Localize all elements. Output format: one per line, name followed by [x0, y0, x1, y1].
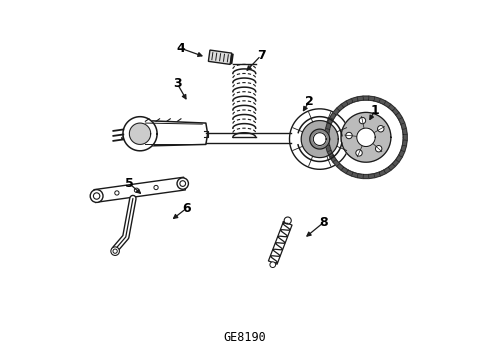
Polygon shape	[333, 160, 340, 166]
Polygon shape	[403, 134, 407, 140]
Text: 5: 5	[125, 177, 134, 190]
Polygon shape	[329, 100, 403, 175]
Polygon shape	[396, 113, 402, 120]
Polygon shape	[396, 155, 402, 162]
Polygon shape	[337, 164, 343, 170]
Polygon shape	[399, 117, 405, 124]
Text: GE8190: GE8190	[223, 331, 267, 344]
Text: 3: 3	[173, 77, 182, 90]
Text: 4: 4	[176, 42, 185, 55]
Text: 1: 1	[370, 104, 379, 117]
Polygon shape	[401, 145, 406, 152]
Polygon shape	[330, 113, 336, 120]
Polygon shape	[402, 140, 407, 146]
Polygon shape	[341, 133, 350, 143]
Polygon shape	[346, 170, 353, 176]
Circle shape	[270, 262, 275, 267]
Polygon shape	[351, 97, 358, 102]
Polygon shape	[269, 222, 292, 264]
Polygon shape	[363, 96, 369, 100]
Polygon shape	[401, 123, 406, 129]
Circle shape	[356, 150, 362, 156]
Circle shape	[375, 145, 382, 152]
Polygon shape	[290, 109, 350, 169]
Polygon shape	[313, 133, 326, 145]
Text: 2: 2	[305, 95, 314, 108]
Circle shape	[90, 190, 103, 202]
Polygon shape	[333, 108, 340, 115]
Polygon shape	[384, 101, 391, 107]
Polygon shape	[341, 167, 348, 174]
Polygon shape	[399, 150, 405, 157]
Polygon shape	[122, 120, 208, 146]
Circle shape	[346, 132, 352, 139]
Polygon shape	[368, 96, 375, 101]
Polygon shape	[379, 170, 386, 176]
Polygon shape	[392, 160, 399, 166]
Circle shape	[111, 247, 120, 256]
Polygon shape	[392, 108, 399, 115]
Polygon shape	[357, 174, 363, 179]
Polygon shape	[330, 155, 336, 162]
Polygon shape	[389, 104, 395, 111]
Polygon shape	[357, 128, 375, 147]
Polygon shape	[379, 99, 386, 104]
Polygon shape	[337, 104, 343, 111]
Polygon shape	[341, 101, 348, 107]
Polygon shape	[313, 133, 326, 145]
Circle shape	[359, 117, 366, 124]
Text: 7: 7	[257, 49, 266, 62]
FancyBboxPatch shape	[208, 50, 232, 64]
Circle shape	[177, 178, 189, 189]
Polygon shape	[94, 177, 185, 202]
Polygon shape	[310, 129, 330, 149]
Polygon shape	[341, 112, 391, 162]
Polygon shape	[351, 172, 358, 177]
Polygon shape	[363, 175, 369, 179]
Polygon shape	[301, 121, 338, 158]
Polygon shape	[346, 99, 353, 104]
Text: 6: 6	[182, 202, 191, 215]
Polygon shape	[325, 129, 329, 135]
Polygon shape	[325, 134, 329, 140]
Polygon shape	[357, 96, 363, 101]
Polygon shape	[326, 123, 331, 129]
Polygon shape	[129, 123, 151, 144]
Polygon shape	[384, 167, 391, 174]
Circle shape	[284, 217, 291, 224]
Polygon shape	[327, 117, 333, 124]
Polygon shape	[374, 97, 380, 102]
Polygon shape	[389, 164, 395, 170]
Polygon shape	[123, 117, 157, 151]
Polygon shape	[374, 172, 380, 177]
Polygon shape	[325, 140, 329, 146]
Polygon shape	[326, 145, 331, 152]
Text: 8: 8	[319, 216, 328, 229]
Circle shape	[378, 126, 384, 132]
Polygon shape	[327, 150, 333, 157]
Polygon shape	[402, 129, 407, 135]
Polygon shape	[368, 174, 375, 179]
